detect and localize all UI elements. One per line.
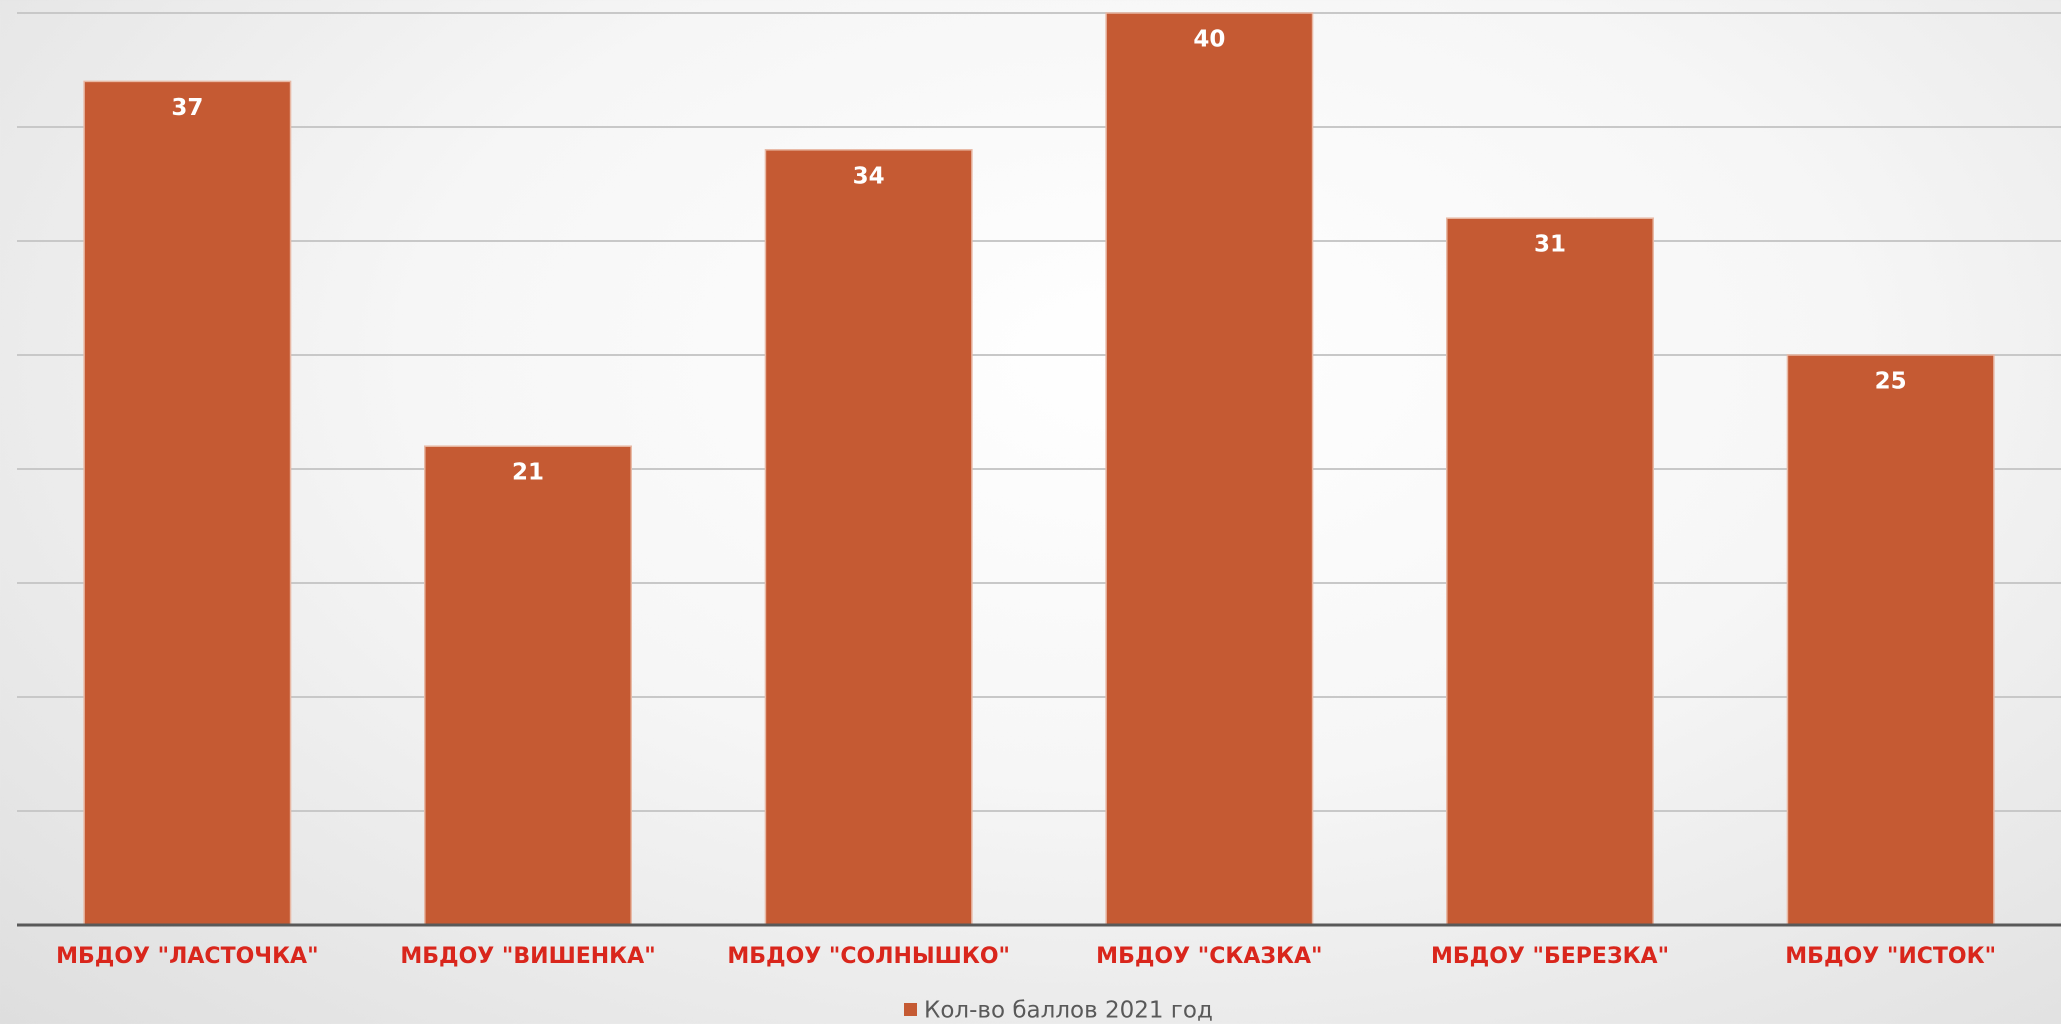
bar [764,149,973,926]
x-tick-label: МБДОУ "БЕРЕЗКА" [1431,944,1669,969]
bar [83,80,292,926]
legend-label: Кол-во баллов 2021 год [924,998,1213,1024]
x-tick-label: МБДОУ "СОЛНЫШКО" [727,944,1010,969]
value-label: 21 [512,460,544,486]
bar [1446,217,1654,926]
value-label: 31 [1534,232,1566,258]
x-tick-label: МБДОУ "ЛАСТОЧКА" [56,944,318,969]
x-tick-label: МБДОУ "ИСТОК" [1785,944,1996,969]
value-label: 37 [171,95,203,121]
value-label: 40 [1193,27,1225,53]
x-tick-label: МБДОУ "СКАЗКА" [1096,944,1322,969]
bar [424,445,632,926]
value-label: 25 [1875,369,1907,395]
bar [1105,12,1314,926]
value-label: 34 [853,163,885,189]
legend-swatch [904,1003,917,1016]
bar [1786,354,1995,926]
x-tick-label: МБДОУ "ВИШЕНКА" [400,944,655,969]
